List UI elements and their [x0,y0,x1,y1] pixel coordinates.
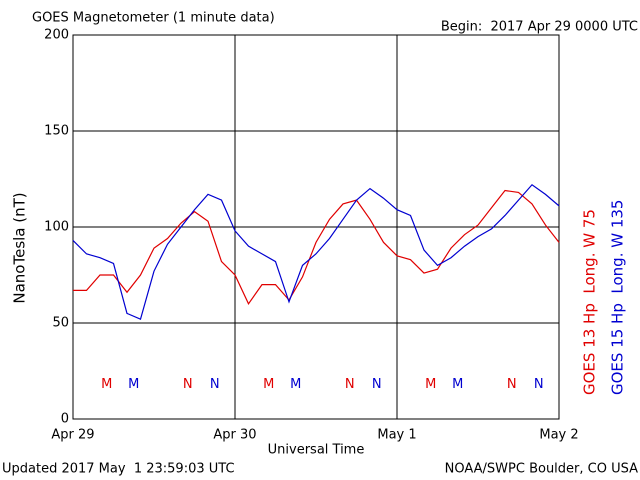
footer-left: Updated 2017 May 1 23:59:03 UTC [2,462,235,477]
footer-right: NOAA/SWPC Boulder, CO USA [445,462,638,477]
x-tick-label: May 2 [539,428,578,443]
chart-title: GOES Magnetometer (1 minute data) [32,11,275,26]
y-axis-label: NanoTesla (nT) [11,192,29,303]
x-tick-label: May 1 [377,428,416,443]
series-line [72,183,560,320]
y-tick-label: 150 [44,124,69,139]
y-tick-label: 0 [61,412,69,427]
time-marker: N [507,377,517,392]
time-marker: N [210,377,220,392]
time-marker: M [263,377,274,392]
x-tick-label: Apr 29 [51,428,94,443]
y-tick-label: 200 [44,28,69,43]
series-line [73,189,560,305]
time-marker: M [128,377,139,392]
x-tick-label: Apr 30 [213,428,256,443]
time-marker: M [101,377,112,392]
time-marker: N [345,377,355,392]
time-marker: N [183,377,193,392]
time-marker: N [372,377,382,392]
legend-entry: GOES 15 Hp Long. W 135 [609,200,627,395]
time-marker: M [452,377,463,392]
time-marker: M [425,377,436,392]
chart-subtitle: Begin: 2017 Apr 29 0000 UTC [441,20,638,35]
time-marker: M [290,377,301,392]
y-tick-label: 50 [52,316,69,331]
y-tick-label: 100 [44,220,69,235]
time-marker: N [534,377,544,392]
x-axis-label: Universal Time [268,443,365,458]
legend-entry: GOES 13 Hp Long. W 75 [581,209,599,395]
